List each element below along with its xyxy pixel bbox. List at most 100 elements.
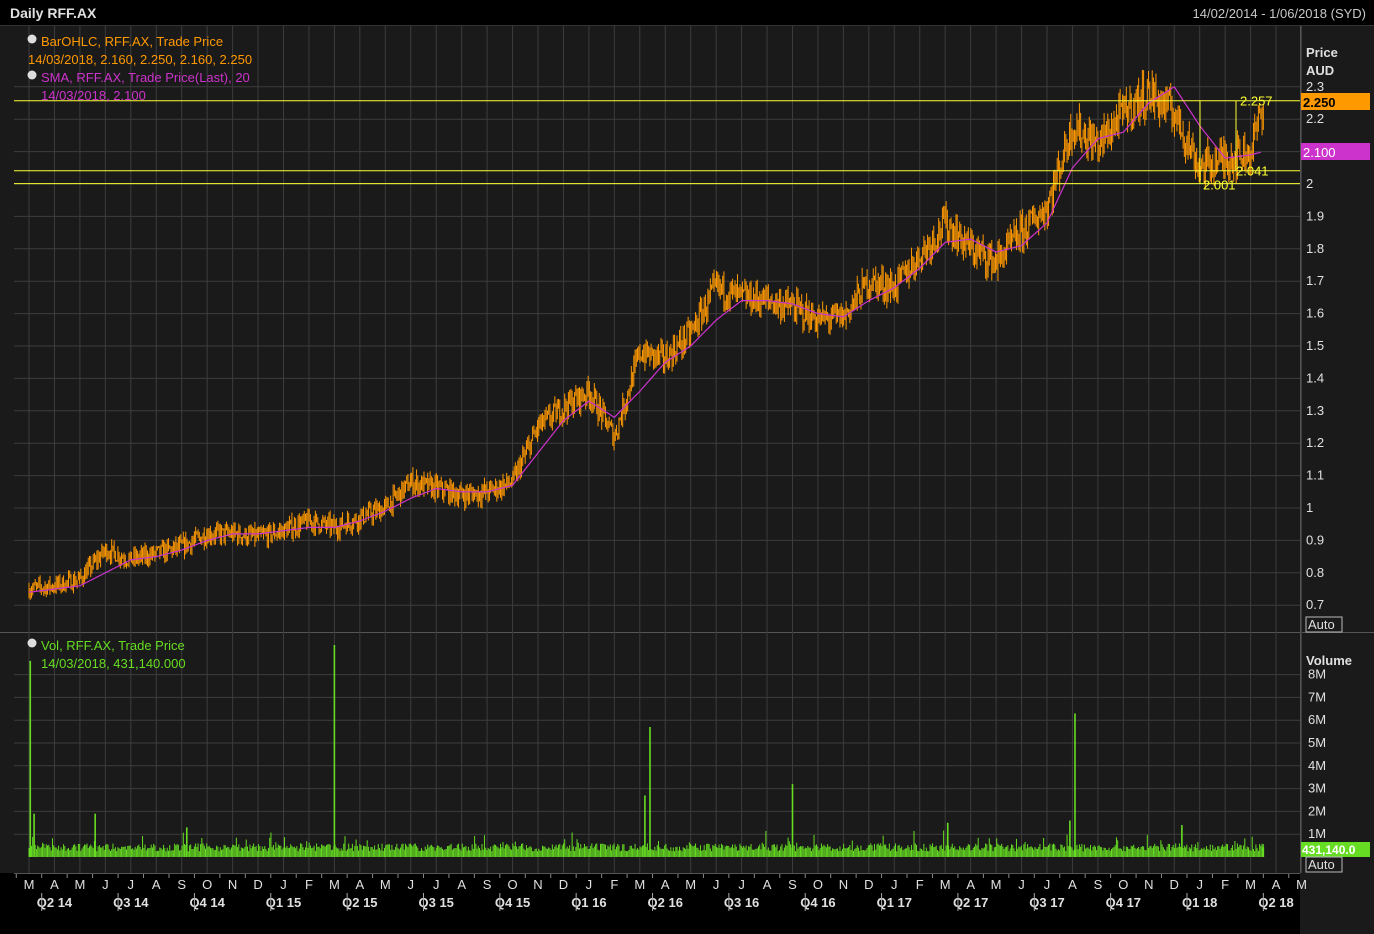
legend-bullet-icon[interactable] bbox=[27, 34, 37, 44]
last-price-tag bbox=[1301, 93, 1370, 110]
legend-bullet-icon[interactable] bbox=[27, 638, 37, 648]
quarter-label: Q3 14 bbox=[113, 895, 149, 910]
month-label: F bbox=[1221, 877, 1229, 892]
month-label: F bbox=[916, 877, 924, 892]
volume-tick-label: 2M bbox=[1308, 803, 1326, 818]
month-label: D bbox=[253, 877, 262, 892]
level-label: 2.041 bbox=[1236, 164, 1269, 179]
month-label: J bbox=[408, 877, 415, 892]
month-label: J bbox=[738, 877, 745, 892]
price-tick-label: 1.9 bbox=[1306, 208, 1324, 223]
month-label: A bbox=[966, 877, 975, 892]
sma-line bbox=[28, 85, 1261, 593]
month-label: D bbox=[1170, 877, 1179, 892]
quarter-label: Q4 15 bbox=[495, 895, 530, 910]
month-label: N bbox=[533, 877, 542, 892]
quarter-label: Q4 16 bbox=[800, 895, 835, 910]
quarter-label: Q2 18 bbox=[1258, 895, 1293, 910]
level-label: 2.257 bbox=[1240, 94, 1273, 109]
month-label: M bbox=[991, 877, 1002, 892]
price-tick-label: 1.8 bbox=[1306, 241, 1324, 256]
price-tick-label: 2.3 bbox=[1306, 79, 1324, 94]
volume-tick-label: 1M bbox=[1308, 826, 1326, 841]
month-label: O bbox=[202, 877, 212, 892]
legend-vol-values: 14/03/2018, 431,140.000 bbox=[41, 656, 186, 671]
price-tick-label: 1.7 bbox=[1306, 273, 1324, 288]
quarter-label: Q2 16 bbox=[648, 895, 683, 910]
price-tick-label: 1.3 bbox=[1306, 403, 1324, 418]
price-auto-button[interactable] bbox=[1305, 616, 1343, 633]
volume-tick-label: 7M bbox=[1308, 689, 1326, 704]
month-label: M bbox=[1245, 877, 1256, 892]
last-volume-tag bbox=[1301, 842, 1370, 857]
gridlines bbox=[14, 26, 1302, 873]
month-label: J bbox=[1018, 877, 1025, 892]
price-auto-label: Auto bbox=[1308, 617, 1335, 632]
volume-auto-button[interactable] bbox=[1305, 856, 1343, 873]
quarter-label: Q1 16 bbox=[571, 895, 606, 910]
month-label: N bbox=[228, 877, 237, 892]
legend-ohlc-values: 14/03/2018, 2.160, 2.250, 2.160, 2.250 bbox=[28, 52, 252, 67]
month-label: A bbox=[763, 877, 772, 892]
volume-axis-title: Volume bbox=[1306, 653, 1352, 668]
quarter-label: Q2 17 bbox=[953, 895, 988, 910]
volume-auto-label: Auto bbox=[1308, 857, 1335, 872]
volume-tick-label: 8M bbox=[1308, 667, 1326, 682]
month-label: S bbox=[177, 877, 186, 892]
month-label: J bbox=[586, 877, 593, 892]
sma-price-value: 2.100 bbox=[1303, 145, 1336, 160]
quarter-label: Q1 18 bbox=[1182, 895, 1217, 910]
month-label: A bbox=[152, 877, 161, 892]
month-label: D bbox=[864, 877, 873, 892]
quarter-label: Q4 17 bbox=[1106, 895, 1141, 910]
month-label: A bbox=[356, 877, 365, 892]
legend-vol-name: Vol, RFF.AX, Trade Price bbox=[41, 638, 185, 653]
month-label: N bbox=[1144, 877, 1153, 892]
volume-tick-label: 4M bbox=[1308, 758, 1326, 773]
month-label: J bbox=[1044, 877, 1051, 892]
quarter-label: Q3 15 bbox=[418, 895, 453, 910]
legend-sma-values: 14/03/2018, 2.100 bbox=[41, 88, 146, 103]
month-label: A bbox=[50, 877, 59, 892]
price-tick-label: 1 bbox=[1306, 500, 1313, 515]
legend-bullet-icon[interactable] bbox=[27, 70, 37, 80]
price-tick-label: 1.5 bbox=[1306, 338, 1324, 353]
price-axis-unit: AUD bbox=[1306, 63, 1334, 78]
volume-bars bbox=[28, 644, 1265, 857]
price-tick-label: 2.2 bbox=[1306, 111, 1324, 126]
month-label: O bbox=[813, 877, 823, 892]
price-axis-title: Price bbox=[1306, 45, 1338, 60]
level-label: 2.001 bbox=[1203, 178, 1236, 193]
legend-sma-name: SMA, RFF.AX, Trade Price(Last), 20 bbox=[41, 70, 250, 85]
month-label: A bbox=[457, 877, 466, 892]
quarter-label: Q3 17 bbox=[1029, 895, 1064, 910]
last-price-value: 2.250 bbox=[1303, 95, 1336, 110]
quarter-label: Q1 17 bbox=[877, 895, 912, 910]
month-label: M bbox=[940, 877, 951, 892]
volume-tick-label: 6M bbox=[1308, 712, 1326, 727]
month-label: J bbox=[128, 877, 135, 892]
quarter-label: Q3 16 bbox=[724, 895, 759, 910]
quarter-labels: Q2 14 Q3 14 Q4 14 Q1 15 Q2 15 Q3 15 Q4 15 Q1 16… bbox=[37, 893, 1294, 911]
price-tick-label: 0.7 bbox=[1306, 597, 1324, 612]
sma-price-tag bbox=[1301, 143, 1370, 160]
title-bar: Daily RFF.AX 14/02/2014 - 1/06/2018 (SYD… bbox=[0, 0, 1374, 26]
quarter-label: Q2 15 bbox=[342, 895, 377, 910]
month-label: M bbox=[74, 877, 85, 892]
month-label: S bbox=[483, 877, 492, 892]
month-label: M bbox=[329, 877, 340, 892]
quarter-label: Q1 15 bbox=[266, 895, 301, 910]
month-label: O bbox=[507, 877, 517, 892]
month-label: A bbox=[661, 877, 670, 892]
last-volume-value: 431,140.0 bbox=[1302, 843, 1356, 857]
price-tick-label: 0.9 bbox=[1306, 532, 1324, 547]
month-label: S bbox=[788, 877, 797, 892]
month-label: S bbox=[1094, 877, 1103, 892]
month-label: J bbox=[280, 877, 287, 892]
price-tick-label: 1.4 bbox=[1306, 370, 1324, 385]
time-axis bbox=[0, 873, 1300, 934]
month-label: F bbox=[610, 877, 618, 892]
